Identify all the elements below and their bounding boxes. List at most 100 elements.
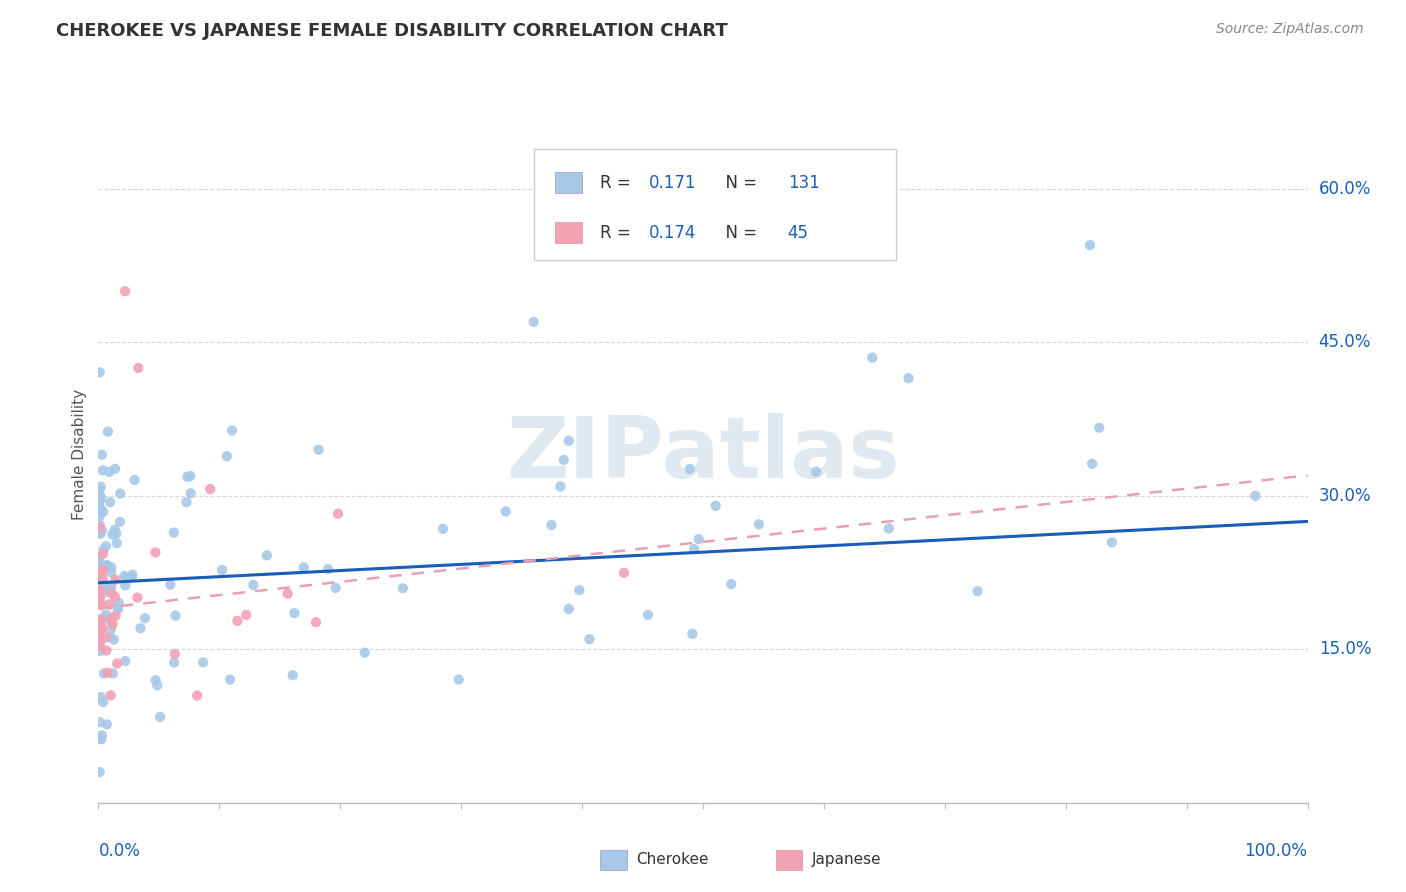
Point xyxy=(89,731,111,746)
Point xyxy=(107,601,129,615)
Point xyxy=(98,598,121,612)
Point xyxy=(105,657,128,671)
Point xyxy=(115,571,138,585)
Point xyxy=(129,621,152,635)
Point xyxy=(100,560,122,574)
Point xyxy=(108,515,131,529)
Point xyxy=(720,577,742,591)
Text: Cherokee: Cherokee xyxy=(637,853,709,867)
Point xyxy=(550,479,572,493)
Point xyxy=(94,585,117,599)
Text: N =: N = xyxy=(716,224,762,242)
Point xyxy=(432,522,454,536)
Point xyxy=(447,673,470,687)
Point xyxy=(90,728,112,742)
Point xyxy=(101,617,124,632)
Point xyxy=(89,593,111,607)
Point xyxy=(89,500,111,515)
Point xyxy=(1244,489,1267,503)
FancyBboxPatch shape xyxy=(600,850,627,870)
Point xyxy=(107,601,129,615)
Point xyxy=(683,542,706,557)
Point xyxy=(94,607,117,622)
Text: 15.0%: 15.0% xyxy=(1319,640,1371,658)
Point xyxy=(283,606,305,620)
Point xyxy=(90,690,112,705)
Point xyxy=(860,351,883,365)
Text: ZIPatlas: ZIPatlas xyxy=(506,413,900,497)
Point xyxy=(966,584,988,599)
Point xyxy=(165,608,187,623)
Point xyxy=(100,580,122,594)
Point xyxy=(897,371,920,385)
Point xyxy=(103,632,125,647)
Point xyxy=(1081,457,1104,471)
FancyBboxPatch shape xyxy=(776,850,803,870)
Point xyxy=(89,573,111,587)
Point xyxy=(100,622,122,636)
Text: 30.0%: 30.0% xyxy=(1319,487,1371,505)
Point xyxy=(558,602,581,616)
Point xyxy=(100,566,122,580)
Point xyxy=(1088,420,1111,434)
Point xyxy=(211,563,233,577)
Y-axis label: Female Disability: Female Disability xyxy=(72,389,87,521)
Point xyxy=(90,598,112,612)
Point xyxy=(91,505,114,519)
Point xyxy=(93,666,115,681)
Text: 0.171: 0.171 xyxy=(648,174,696,192)
Point xyxy=(637,607,659,622)
Point xyxy=(90,624,112,638)
Point xyxy=(235,607,257,622)
Text: 60.0%: 60.0% xyxy=(1319,180,1371,198)
Point xyxy=(121,571,143,585)
Point xyxy=(89,583,111,598)
Text: R =: R = xyxy=(600,224,637,242)
FancyBboxPatch shape xyxy=(534,149,897,260)
Point xyxy=(180,486,202,500)
Point xyxy=(353,646,375,660)
Point xyxy=(89,526,111,541)
Point xyxy=(104,523,127,537)
Text: Japanese: Japanese xyxy=(811,853,882,867)
Point xyxy=(89,644,111,658)
Point xyxy=(163,656,186,670)
Point xyxy=(89,365,111,379)
Point xyxy=(93,577,115,591)
Text: Source: ZipAtlas.com: Source: ZipAtlas.com xyxy=(1216,22,1364,37)
Text: N =: N = xyxy=(716,174,762,192)
Point xyxy=(90,732,112,747)
Point xyxy=(219,673,242,687)
Text: 131: 131 xyxy=(787,174,820,192)
Point xyxy=(305,615,328,630)
Point xyxy=(89,596,111,610)
Point xyxy=(1078,238,1101,252)
Point xyxy=(308,442,330,457)
Point xyxy=(149,710,172,724)
Point xyxy=(316,562,339,576)
Point xyxy=(89,632,111,646)
Point xyxy=(94,631,117,645)
Point xyxy=(104,608,127,623)
Point xyxy=(90,615,112,629)
Point xyxy=(748,517,770,532)
Point xyxy=(90,617,112,632)
Point xyxy=(90,566,112,581)
Point xyxy=(91,621,114,635)
Point xyxy=(96,643,118,657)
Point xyxy=(96,558,118,573)
Point xyxy=(221,423,243,437)
Point xyxy=(90,448,112,462)
Point xyxy=(89,635,111,649)
Point xyxy=(688,532,710,546)
Point xyxy=(200,482,222,496)
Point xyxy=(89,621,111,635)
Point xyxy=(101,666,124,681)
Point xyxy=(91,547,114,561)
Text: 100.0%: 100.0% xyxy=(1244,842,1308,860)
Point xyxy=(100,631,122,645)
Point xyxy=(704,499,727,513)
Point xyxy=(91,463,114,477)
Point xyxy=(877,521,900,535)
Point xyxy=(495,504,517,518)
